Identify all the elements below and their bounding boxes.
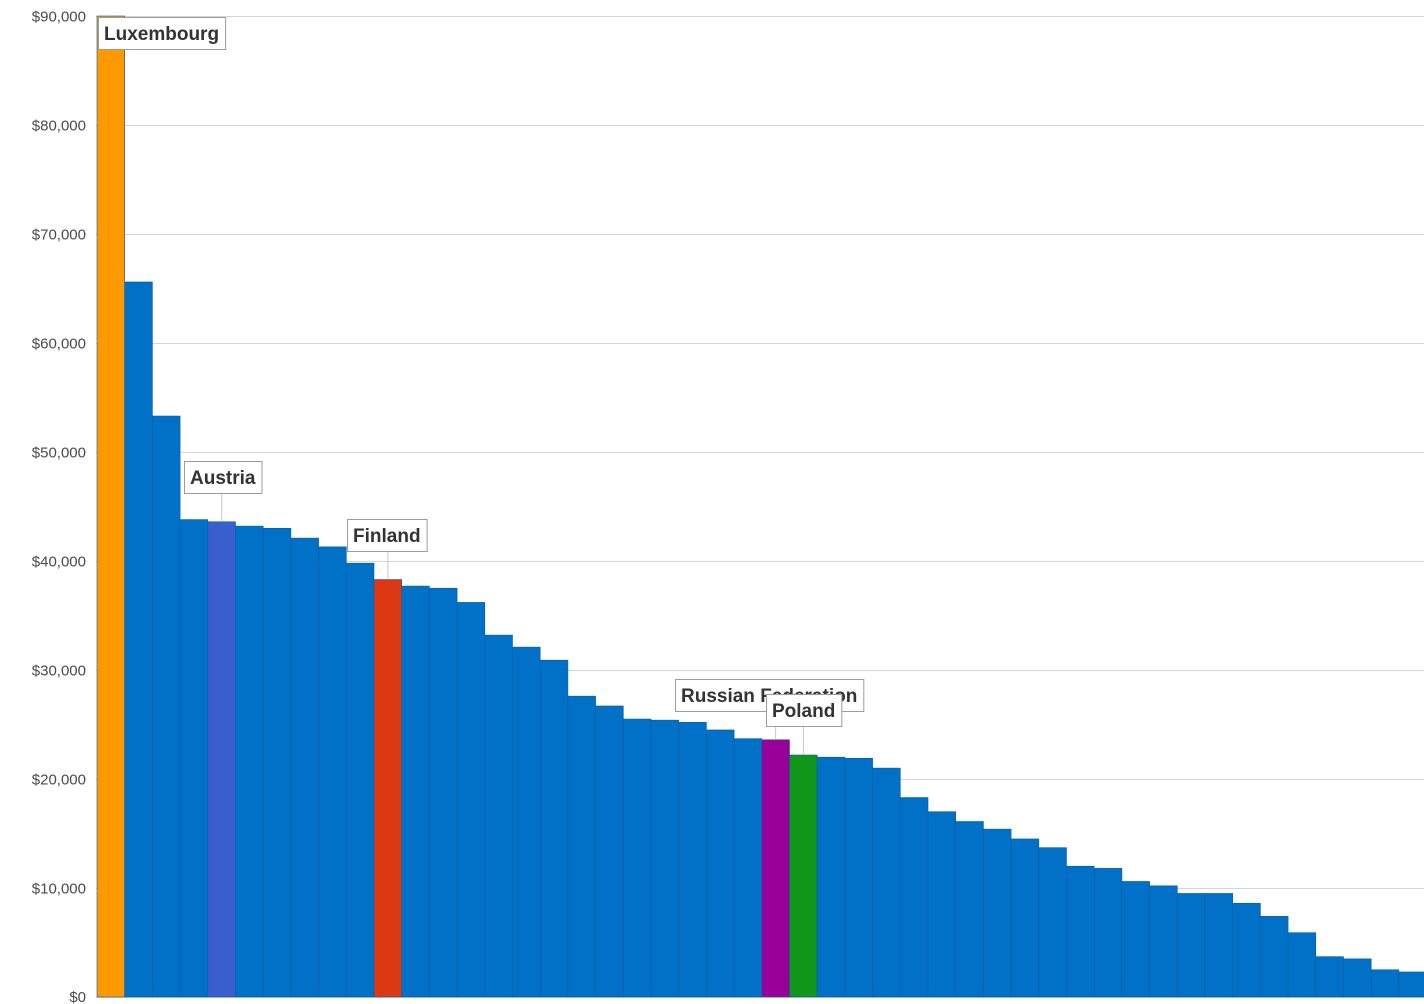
y-tick-label: $80,000 xyxy=(32,118,86,135)
bar[interactable] xyxy=(1121,881,1150,998)
y-tick-label: $90,000 xyxy=(32,9,86,26)
callout-label: Austria xyxy=(190,468,256,489)
bar-russian-federation[interactable] xyxy=(761,739,790,998)
bar[interactable] xyxy=(927,811,957,998)
y-tick-label: $70,000 xyxy=(32,227,86,244)
callout-poland: Poland xyxy=(766,694,843,755)
bar-austria[interactable] xyxy=(207,521,236,998)
bar[interactable] xyxy=(1010,838,1040,998)
bars xyxy=(96,15,1424,998)
y-axis-ticks: $0 $10,000 $20,000 $30,000 $40,000 $50,000 $60… xyxy=(32,9,86,1004)
y-tick-label: $40,000 xyxy=(32,554,86,571)
bar[interactable] xyxy=(235,525,264,998)
bar[interactable] xyxy=(401,585,430,998)
callout-finland: Finland xyxy=(347,519,428,580)
bar[interactable] xyxy=(733,738,763,998)
y-tick-label: $10,000 xyxy=(32,881,86,898)
bar[interactable] xyxy=(1204,893,1234,998)
y-tick-label: $30,000 xyxy=(32,663,86,680)
y-tick-label: $50,000 xyxy=(32,445,86,462)
callout-box xyxy=(98,17,227,50)
bar[interactable] xyxy=(567,695,596,998)
bar[interactable] xyxy=(650,719,680,998)
y-tick-label: $60,000 xyxy=(32,336,86,353)
callout-luxembourg: Luxembourg xyxy=(98,17,227,50)
bar[interactable] xyxy=(484,634,513,998)
bar[interactable] xyxy=(512,646,541,998)
bar[interactable] xyxy=(1287,932,1317,998)
bar[interactable] xyxy=(1343,958,1372,998)
bar[interactable] xyxy=(1370,969,1400,998)
bar-poland[interactable] xyxy=(789,754,818,998)
bar[interactable] xyxy=(179,519,209,998)
bar[interactable] xyxy=(816,756,846,998)
bar[interactable] xyxy=(1398,971,1424,998)
bar-luxembourg[interactable] xyxy=(96,15,126,998)
callout-box xyxy=(184,461,263,494)
bar[interactable] xyxy=(955,821,984,998)
bar[interactable] xyxy=(290,537,319,998)
bar-finland[interactable] xyxy=(373,579,403,998)
bar[interactable] xyxy=(318,546,347,998)
callout-label: Finland xyxy=(353,526,421,547)
bar[interactable] xyxy=(595,705,624,998)
bar[interactable] xyxy=(345,562,375,998)
bar[interactable] xyxy=(1038,847,1067,998)
callout-austria: Austria xyxy=(184,461,263,522)
bar[interactable] xyxy=(844,757,873,998)
bar[interactable] xyxy=(678,722,707,998)
bar[interactable] xyxy=(706,729,735,998)
bar[interactable] xyxy=(1177,893,1206,998)
y-tick-label: $20,000 xyxy=(32,772,86,789)
bar[interactable] xyxy=(124,281,153,998)
bar[interactable] xyxy=(1149,885,1178,998)
bar[interactable] xyxy=(539,659,569,998)
bar[interactable] xyxy=(1093,868,1123,998)
bar[interactable] xyxy=(983,828,1012,998)
bar[interactable] xyxy=(152,415,181,998)
callout-label: Luxembourg xyxy=(104,24,219,45)
bar[interactable] xyxy=(262,527,292,998)
bar[interactable] xyxy=(456,602,486,998)
y-tick-label: $0 xyxy=(69,989,86,1004)
bar[interactable] xyxy=(1260,916,1289,998)
bar[interactable] xyxy=(622,718,652,998)
callout-label: Poland xyxy=(772,701,835,722)
callout-box xyxy=(347,519,428,552)
bar[interactable] xyxy=(1066,865,1095,998)
bar[interactable] xyxy=(872,767,901,998)
bar[interactable] xyxy=(899,797,929,998)
callout-box xyxy=(766,694,843,727)
bar[interactable] xyxy=(429,587,458,998)
bar[interactable] xyxy=(1232,902,1261,998)
bar[interactable] xyxy=(1315,956,1344,998)
